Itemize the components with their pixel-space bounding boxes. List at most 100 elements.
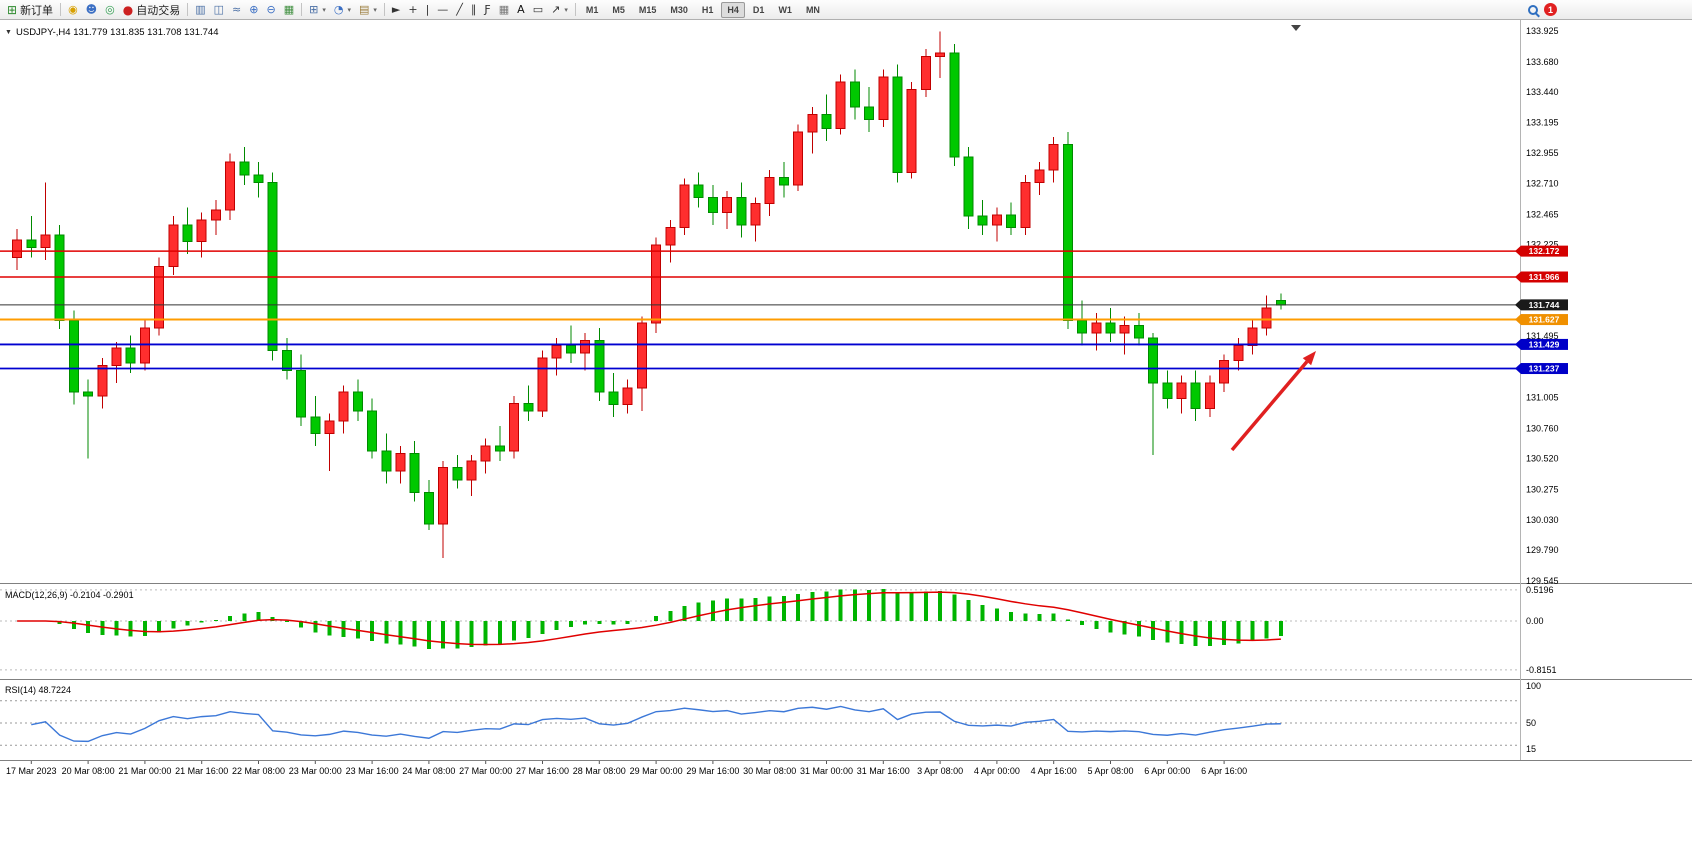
svg-text:31 Mar 16:00: 31 Mar 16:00	[857, 766, 910, 776]
new-order-label: 新订单	[20, 4, 54, 17]
navigator-icon: ◎	[105, 3, 115, 16]
timeframe-m1[interactable]: M1	[585, 4, 599, 15]
svg-text:133.925: 133.925	[1526, 26, 1559, 36]
chart-title: USDJPY-,H4 131.779 131.835 131.708 131.7…	[16, 27, 218, 38]
timeframe-m15[interactable]: M15	[638, 4, 657, 15]
candlestick-chart-icon: ◫	[213, 3, 225, 16]
candle	[139, 320, 150, 371]
svg-text:21 Mar 00:00: 21 Mar 00:00	[118, 766, 171, 776]
grid-button[interactable]: ▦	[495, 1, 513, 18]
candle	[608, 373, 619, 418]
time-axis[interactable]: 17 Mar 2023 20 Mar 08:00 21 Mar 00:00 21 Ma…	[6, 761, 1247, 776]
arrow-tools-button[interactable]: ↗ ▾	[547, 1, 572, 18]
templates-dropdown-icon: ▾	[373, 5, 377, 14]
chart-canvas[interactable]: 133.925 133.680 133.440 133.195 132.955 132.7…	[0, 20, 1692, 847]
chart-shift-marker[interactable]	[1291, 25, 1301, 31]
rsi-line	[31, 705, 1281, 743]
price-axis[interactable]: 133.925 133.680 133.440 133.195 132.955 132.7…	[1515, 26, 1568, 754]
svg-text:30 Mar 08:00: 30 Mar 08:00	[743, 766, 796, 776]
toolbar-separator	[301, 3, 303, 16]
candle	[509, 395, 520, 459]
candle	[466, 454, 477, 497]
svg-text:131.005: 131.005	[1526, 393, 1559, 403]
auto-trading-label: 自动交易	[136, 4, 181, 17]
svg-text:132.955: 132.955	[1526, 148, 1559, 158]
line-chart-button[interactable]: ≈	[228, 1, 245, 18]
navigator-button[interactable]: ◎	[101, 1, 119, 18]
candle	[1034, 162, 1045, 195]
candle	[1233, 338, 1244, 371]
candle	[154, 257, 165, 336]
candle	[892, 64, 903, 183]
periods-button[interactable]: ◔ ▾	[330, 1, 355, 18]
data-window-button[interactable]: ☻	[82, 1, 101, 18]
fibonacci-icon: Ƒ	[484, 3, 491, 16]
macd-label: MACD(12,26,9) -0.2104 -0.2901	[5, 590, 134, 600]
cursor-button[interactable]: ►	[388, 1, 404, 18]
timeframe-h4[interactable]: H4	[721, 1, 745, 18]
templates-button[interactable]: ▤ ▾	[355, 1, 381, 18]
horizontal-line-button[interactable]: —	[433, 1, 452, 18]
timeframe-m5[interactable]: M5	[612, 4, 625, 15]
auto-trading-button[interactable]: ● 自动交易	[119, 1, 184, 18]
svg-text:131.495: 131.495	[1526, 331, 1559, 341]
zoom-out-button[interactable]: ⊖	[262, 1, 279, 18]
candle	[821, 94, 832, 141]
candle	[920, 49, 931, 97]
svg-text:22 Mar 08:00: 22 Mar 08:00	[232, 766, 285, 776]
trendline-icon: ╱	[456, 3, 463, 16]
text-tool-button[interactable]: A	[513, 1, 529, 18]
arrow-tools-icon: ↗	[551, 3, 561, 16]
candle	[722, 191, 733, 229]
new-order-button[interactable]: ⊞ 新订单	[3, 1, 57, 18]
crosshair-button[interactable]: +	[404, 1, 421, 18]
timeframe-mn[interactable]: MN	[805, 4, 820, 15]
candle	[225, 153, 236, 220]
timeframe-w1[interactable]: W1	[778, 4, 792, 15]
channel-button[interactable]: ∥	[467, 1, 481, 18]
timeframe-h1[interactable]: H1	[701, 4, 714, 15]
candle	[622, 379, 633, 414]
candle	[636, 316, 647, 411]
svg-text:132.465: 132.465	[1526, 209, 1559, 219]
svg-text:0.5196: 0.5196	[1526, 585, 1554, 595]
svg-text:129.790: 129.790	[1526, 545, 1559, 555]
candle	[679, 178, 690, 236]
candle	[807, 106, 818, 154]
channel-icon: ∥	[470, 3, 477, 16]
notification-badge[interactable]: 1	[1544, 3, 1557, 16]
candle	[906, 81, 917, 179]
auto-trading-icon: ●	[122, 2, 134, 17]
timeframe-d1[interactable]: D1	[752, 4, 765, 15]
bar-chart-button[interactable]: ▥	[191, 1, 209, 18]
toolbar: ⊞ 新订单 ◉ ☻ ◎ ● 自动交易 ▥ ◫ ≈ ⊕ ⊖ ▦ ⊞ ▾ ◔ ▾ ▤ ▾ ► + | — ╱ ∥ Ƒ ▦ A ▭ ↗ ▾ M1 M…	[0, 0, 1692, 20]
candle	[1247, 320, 1258, 355]
candle	[793, 124, 804, 192]
new-chart-button[interactable]: ⊞ ▾	[305, 1, 330, 18]
zoom-in-button[interactable]: ⊕	[245, 1, 262, 18]
bar-chart-icon: ▥	[195, 3, 206, 16]
timeframe-m30[interactable]: M30	[670, 4, 688, 15]
fibonacci-button[interactable]: Ƒ	[480, 1, 494, 18]
candle	[1275, 293, 1286, 310]
svg-text:131.966: 131.966	[1529, 272, 1560, 282]
candle	[1204, 375, 1215, 418]
label-tool-icon: ▭	[532, 3, 544, 16]
candle	[1119, 316, 1130, 355]
svg-text:130.030: 130.030	[1526, 515, 1559, 525]
trend-arrow[interactable]	[1230, 351, 1316, 452]
svg-text:130.760: 130.760	[1526, 423, 1559, 433]
price-badge: 132.172	[1515, 245, 1568, 257]
candle	[1105, 307, 1116, 342]
search-icon[interactable]	[1528, 4, 1538, 15]
candlestick-series[interactable]	[12, 31, 1286, 558]
tile-windows-button[interactable]: ▦	[280, 1, 298, 18]
vertical-line-button[interactable]: |	[422, 1, 434, 18]
candle	[991, 207, 1002, 242]
trendline-button[interactable]: ╱	[452, 1, 467, 18]
candlestick-chart-button[interactable]: ◫	[210, 1, 228, 18]
svg-text:3 Apr 08:00: 3 Apr 08:00	[917, 766, 963, 776]
chart-collapse-icon[interactable]: ▼	[5, 29, 12, 36]
label-tool-button[interactable]: ▭	[529, 1, 547, 18]
market-watch-button[interactable]: ◉	[64, 1, 82, 18]
